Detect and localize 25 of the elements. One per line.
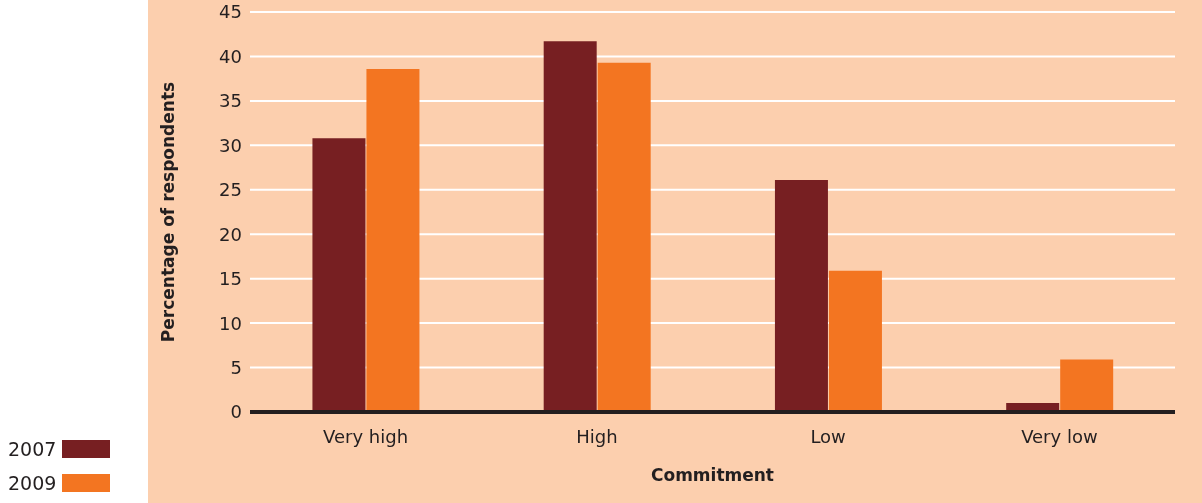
x-axis-title: Commitment	[650, 465, 775, 485]
x-tick-label: Low	[810, 425, 846, 447]
legend-label: 2007	[8, 438, 58, 460]
y-tick-label: 30	[219, 134, 242, 156]
y-tick-label: 20	[219, 223, 242, 245]
legend-label: 2009	[8, 472, 58, 494]
bar	[774, 180, 828, 412]
x-tick-label: Very low	[1021, 425, 1098, 447]
bar	[828, 270, 882, 412]
y-tick-label: 25	[219, 179, 242, 201]
y-tick-label: 40	[219, 45, 242, 67]
y-tick-label: 45	[219, 1, 242, 23]
bar	[366, 68, 420, 412]
bar	[597, 62, 651, 412]
y-axis-title: Percentage of respondents	[158, 81, 179, 343]
y-tick-label: 10	[219, 312, 242, 334]
y-tick-label: 5	[230, 356, 242, 378]
bar	[1060, 359, 1114, 412]
y-tick-label: 15	[219, 268, 242, 290]
y-tick-label: 35	[219, 90, 242, 112]
bar	[543, 41, 597, 412]
x-tick-label: Very high	[323, 425, 409, 447]
y-tick-label: 0	[230, 401, 242, 423]
x-tick-label: High	[576, 425, 618, 447]
bar	[312, 138, 366, 412]
